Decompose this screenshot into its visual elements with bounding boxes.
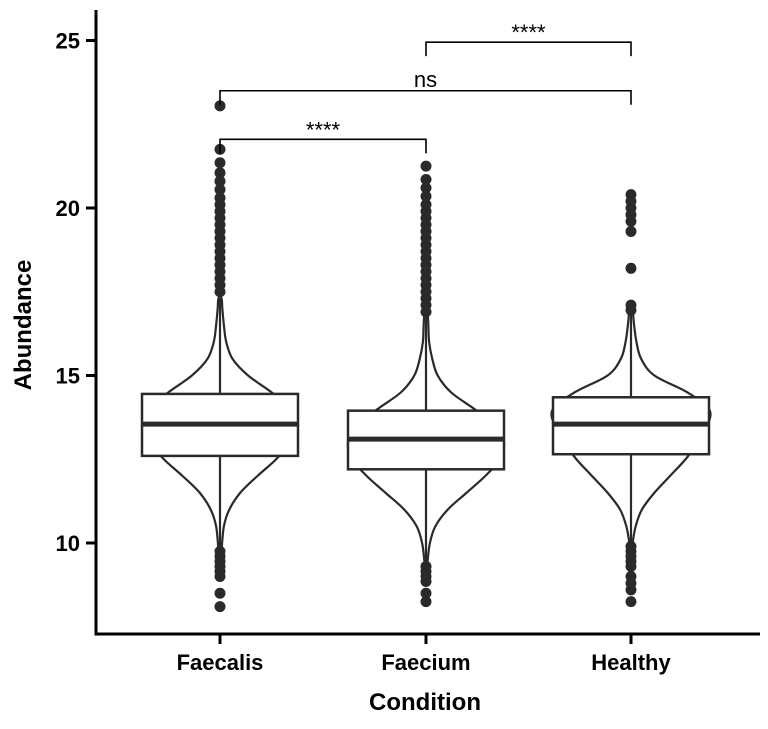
x-tick-label: Faecalis (177, 650, 264, 675)
x-tick-label: Faecium (381, 650, 470, 675)
outlier-point (420, 160, 432, 172)
outlier-point (214, 601, 226, 613)
outlier-point (214, 571, 226, 582)
outlier-point (214, 157, 226, 169)
outlier-point (214, 587, 226, 599)
significance-label: ns (414, 67, 437, 92)
y-tick-label: 20 (56, 196, 80, 221)
outlier-point (214, 100, 226, 112)
y-tick-label: 15 (56, 364, 80, 389)
outlier-point (420, 576, 432, 588)
axes: 10 15 20 25 Faecalis Faecium Healthy (56, 10, 760, 675)
outlier-point (625, 225, 637, 237)
outlier-point (420, 596, 432, 608)
significance-label: **** (511, 20, 546, 45)
outlier-point (625, 596, 637, 608)
outlier-point (420, 174, 432, 186)
plot-area: **** ns **** (140, 20, 712, 613)
outlier-point (420, 190, 432, 202)
outlier-point (214, 286, 226, 298)
outlier-point (214, 167, 226, 179)
outlier-point (625, 262, 637, 274)
outlier-point (625, 215, 637, 227)
x-tick-label: Healthy (591, 650, 671, 675)
significance-bracket (219, 89, 632, 105)
significance-label: **** (306, 117, 341, 142)
significance-bracket (425, 41, 632, 57)
outlier-point (420, 587, 432, 599)
outlier-point (420, 182, 432, 194)
outlier-point (214, 175, 226, 187)
outlier-point (625, 584, 637, 596)
significance-bracket (219, 138, 427, 154)
outlier-point (214, 184, 226, 196)
outlier-point (625, 560, 637, 572)
y-tick-label: 25 (56, 29, 80, 54)
outlier-point (625, 304, 637, 316)
x-axis-title: Condition (369, 689, 481, 716)
outlier-point (420, 306, 432, 318)
y-tick-label: 10 (56, 531, 80, 556)
y-axis-title: Abundance (10, 260, 37, 391)
